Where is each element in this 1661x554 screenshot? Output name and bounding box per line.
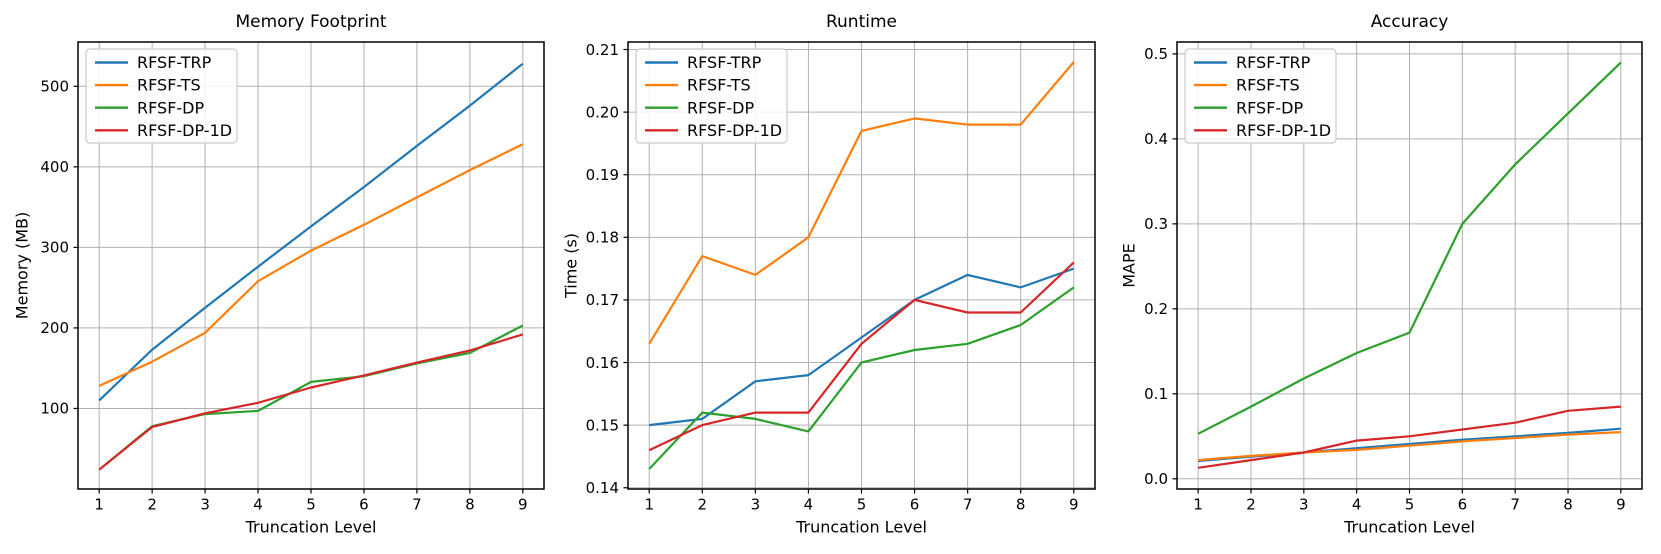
y-tick-label: 0.15	[586, 416, 619, 434]
legend-label: RFSF-DP-1D	[687, 121, 782, 140]
x-tick-label: 3	[751, 495, 761, 513]
ticks-runtime	[623, 48, 1075, 494]
y-tick-label: 0.0	[1144, 470, 1168, 488]
legend-accuracy: RFSF-TRP RFSF-TS RFSF-DP RFSF-DP-1D	[1184, 48, 1337, 144]
legend-memory-footprint: RFSF-TRP RFSF-TS RFSF-DP RFSF-DP-1D	[85, 48, 238, 144]
x-axis-label: Truncation Level	[245, 518, 377, 537]
ticks-accuracy	[1172, 53, 1622, 494]
y-tick-label: 0.20	[586, 103, 619, 121]
ticks-memory-footprint	[73, 85, 524, 494]
legend-label: RFSF-DP-1D	[1236, 121, 1331, 140]
legend-label: RFSF-DP-1D	[137, 121, 232, 140]
legend-label: RFSF-TS	[1236, 76, 1300, 95]
chart-title: Runtime	[826, 12, 897, 32]
x-tick-label: 4	[1352, 495, 1362, 513]
x-tick-label: 4	[253, 495, 263, 513]
x-tick-label: 8	[1563, 495, 1573, 513]
y-axis-label: Time (s)	[562, 233, 581, 299]
subplot-runtime: 1 2 3 4 5 6 7 8 9 0.14 0.15 0.16 0.17 0.18 0.19 0.20 0.2…	[562, 12, 1096, 537]
legend-label: RFSF-DP	[1236, 98, 1303, 117]
x-tick-label: 5	[1405, 495, 1415, 513]
series-line-rfsf-ts	[648, 61, 1075, 345]
subplot-memory-footprint: 1 2 3 4 5 6 7 8 9 100 200 300 400 500 Memory Footprint…	[13, 12, 545, 537]
x-tick-label: 9	[1069, 495, 1079, 513]
x-tick-label: 8	[1016, 495, 1026, 513]
y-tick-label: 0.18	[586, 229, 619, 247]
x-tick-label: 3	[1299, 495, 1309, 513]
series-line-rfsf-dp-1d	[98, 333, 524, 471]
x-tick-label: 3	[200, 495, 210, 513]
x-tick-label: 1	[1193, 495, 1203, 513]
y-tick-label: 400	[40, 158, 69, 176]
y-tick-label: 0.2	[1144, 300, 1168, 318]
y-axis-label: MAPE	[1120, 243, 1139, 288]
y-tick-label: 300	[40, 239, 69, 257]
y-tick-label: 0.16	[586, 354, 619, 372]
x-tick-label: 8	[465, 495, 475, 513]
x-tick-label: 1	[644, 495, 654, 513]
x-tick-label: 6	[359, 495, 369, 513]
legend-label: RFSF-TRP	[687, 53, 762, 72]
x-tick-label: 2	[1246, 495, 1256, 513]
y-tick-label: 0.19	[586, 166, 619, 184]
chart-title: Accuracy	[1371, 12, 1449, 32]
legend-label: RFSF-TRP	[137, 53, 212, 72]
series-line-rfsf-trp	[98, 62, 524, 402]
legend-box	[635, 48, 788, 144]
series-line-rfsf-dp-1d	[1197, 405, 1621, 469]
y-tick-label: 0.1	[1144, 385, 1168, 403]
y-tick-label: 0.5	[1144, 45, 1168, 63]
y-axis-label: Memory (MB)	[13, 212, 32, 319]
series-line-rfsf-ts	[1198, 431, 1621, 462]
x-tick-label: 6	[1458, 495, 1468, 513]
x-tick-label: 9	[518, 495, 528, 513]
y-tick-label: 0.4	[1144, 130, 1168, 148]
x-tick-label: 1	[94, 495, 104, 513]
x-tick-label: 9	[1616, 495, 1626, 513]
legend-label: RFSF-TS	[137, 76, 201, 95]
x-axis-label: Truncation Level	[795, 518, 927, 537]
x-tick-label: 7	[1510, 495, 1520, 513]
legend-box	[85, 48, 238, 144]
legend-label: RFSF-DP	[687, 98, 754, 117]
y-tick-label: 0.17	[586, 291, 619, 309]
legend-label: RFSF-DP	[137, 98, 204, 117]
x-tick-label: 2	[147, 495, 157, 513]
y-tick-label: 0.14	[586, 479, 619, 497]
x-tick-label: 2	[698, 495, 708, 513]
x-tick-label: 7	[412, 495, 422, 513]
y-tick-label: 100	[40, 400, 69, 418]
series-line-rfsf-dp	[1197, 61, 1622, 435]
chart-title: Memory Footprint	[235, 12, 386, 32]
series-line-rfsf-dp	[648, 286, 1075, 470]
legend-runtime: RFSF-TRP RFSF-TS RFSF-DP RFSF-DP-1D	[635, 48, 788, 144]
legend-label: RFSF-TS	[687, 76, 751, 95]
y-tick-label: 200	[40, 319, 69, 337]
y-tick-label: 500	[40, 78, 69, 96]
legend-label: RFSF-TRP	[1236, 53, 1311, 72]
series-line-rfsf-trp	[649, 267, 1075, 427]
x-tick-label: 4	[804, 495, 814, 513]
x-tick-label: 7	[963, 495, 973, 513]
y-tick-label: 0.21	[586, 41, 619, 59]
series-line-rfsf-dp-1d	[648, 261, 1075, 452]
x-tick-label: 6	[910, 495, 920, 513]
x-tick-label: 5	[306, 495, 316, 513]
y-tick-label: 0.3	[1144, 215, 1168, 233]
grid-memory-footprint	[78, 42, 544, 489]
legend-box	[1184, 48, 1337, 144]
x-tick-label: 5	[857, 495, 867, 513]
x-axis-label: Truncation Level	[1343, 518, 1475, 537]
subplot-accuracy: 1 2 3 4 5 6 7 8 9 0.0 0.1 0.2 0.3 0.4 0.5 Accuracy Trunc…	[1120, 12, 1643, 537]
series-line-rfsf-ts	[98, 143, 524, 387]
